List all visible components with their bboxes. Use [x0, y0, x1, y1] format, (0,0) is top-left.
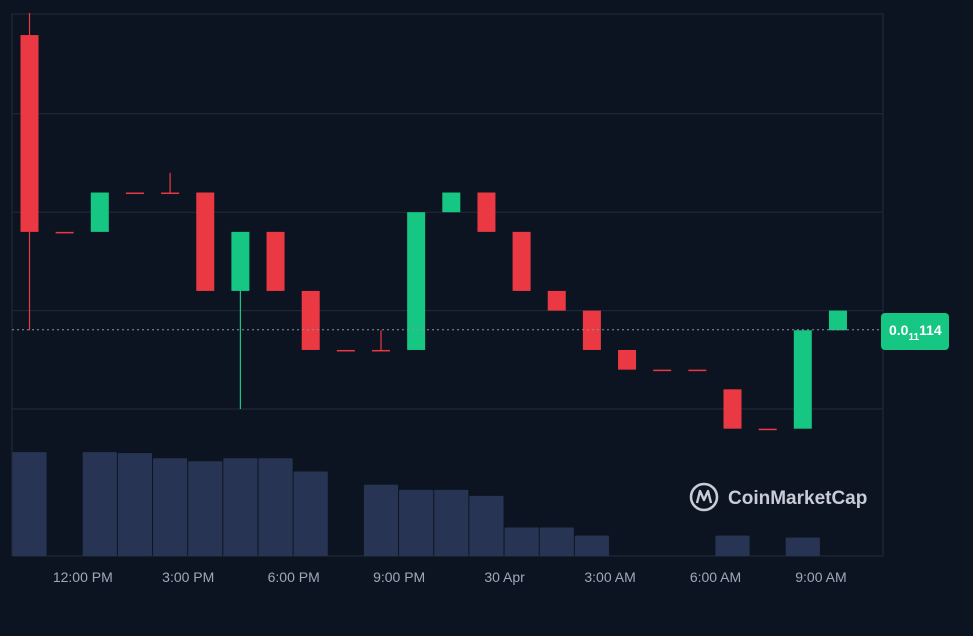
volume-bar [223, 458, 258, 556]
candle[interactable] [20, 12, 39, 331]
candle[interactable] [161, 172, 180, 195]
watermark-text: CoinMarketCap [728, 488, 867, 509]
candle-body [477, 192, 496, 232]
candle[interactable] [793, 330, 812, 429]
volume-bar [469, 495, 504, 556]
candle[interactable] [758, 428, 777, 431]
volume-bar [188, 461, 223, 556]
candle[interactable] [125, 192, 144, 195]
price-badge-background [881, 313, 949, 350]
x-tick-label: 12:00 PM [53, 569, 113, 585]
price-badge-suffix: 114 [919, 322, 942, 338]
volume-bar [82, 452, 117, 556]
candle-body [688, 369, 707, 372]
candle-body [161, 192, 180, 195]
volume-bar [574, 535, 609, 556]
candle-body [653, 369, 672, 372]
candle-body [547, 290, 566, 311]
candle-body [828, 310, 847, 331]
candle-body [758, 428, 777, 431]
candle-body [301, 290, 320, 350]
candle-body [20, 35, 39, 232]
candle[interactable] [512, 231, 531, 291]
candle[interactable] [442, 192, 461, 213]
candle[interactable] [653, 369, 672, 372]
volume-bar [12, 452, 47, 556]
volume-bar [153, 458, 188, 556]
volume-bar [293, 471, 328, 556]
volume-bar [399, 489, 434, 556]
candle-body [196, 192, 215, 291]
coinmarketcap-logo-icon [689, 482, 719, 512]
candle[interactable] [547, 290, 566, 311]
candle[interactable] [231, 231, 250, 409]
candle[interactable] [266, 231, 285, 291]
candle-body [723, 389, 742, 429]
candle-body [618, 349, 637, 370]
volume-bar [785, 537, 820, 556]
candle[interactable] [828, 310, 847, 331]
x-tick-label: 3:00 AM [584, 569, 635, 585]
candle[interactable] [90, 192, 109, 232]
candle-body [582, 310, 601, 350]
candle-body [336, 349, 355, 352]
candle-body [55, 231, 74, 234]
candle[interactable] [723, 389, 742, 429]
candle[interactable] [301, 290, 320, 350]
candle[interactable] [582, 310, 601, 350]
volume-bar [504, 527, 539, 556]
volume-bar [117, 453, 153, 556]
volume-bar [434, 489, 469, 556]
candle-body [372, 349, 390, 352]
candle-body [407, 212, 426, 350]
candle-body [266, 231, 285, 291]
x-tick-label: 30 Apr [484, 569, 525, 585]
candle[interactable] [407, 212, 426, 350]
x-tick-label: 6:00 AM [690, 569, 741, 585]
x-tick-label: 3:00 PM [162, 569, 214, 585]
price-badge-zeros: 11 [908, 332, 919, 343]
candle[interactable] [196, 192, 215, 291]
candle-layer [20, 12, 847, 431]
candle-body [793, 330, 812, 429]
volume-bar [258, 458, 293, 556]
x-tick-label: 9:00 PM [373, 569, 425, 585]
current-price-badge: 0.011114 [881, 313, 949, 350]
candle[interactable] [55, 231, 74, 234]
x-axis: 12:00 PM 3:00 PM 6:00 PM 9:00 PM 30 Apr 3:00 … [53, 569, 847, 585]
candle-body [125, 192, 144, 195]
volume-bar [715, 535, 750, 556]
x-tick-label: 6:00 PM [268, 569, 320, 585]
candle-body [231, 231, 250, 291]
candle-body [442, 192, 461, 213]
x-tick-label: 9:00 AM [795, 569, 846, 585]
volume-layer [12, 452, 820, 556]
candle[interactable] [477, 192, 496, 232]
volume-bar [363, 484, 399, 556]
coinmarketcap-watermark: CoinMarketCap [689, 482, 867, 512]
candle-body [512, 231, 531, 291]
candle-body [90, 192, 109, 232]
volume-bar [539, 527, 574, 556]
candle[interactable] [688, 369, 707, 372]
price-badge-prefix: 0.0 [889, 322, 909, 338]
candle[interactable] [372, 330, 390, 352]
candle[interactable] [336, 349, 355, 352]
candle[interactable] [618, 349, 637, 370]
price-badge-text: 0.011114 [889, 322, 942, 343]
